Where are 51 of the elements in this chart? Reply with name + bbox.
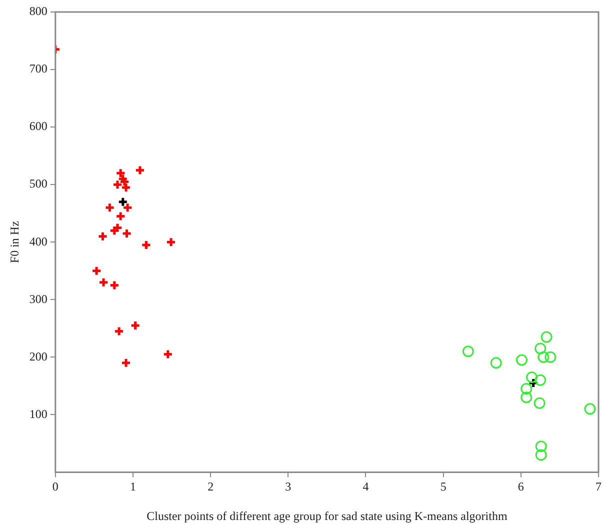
point bbox=[114, 326, 124, 337]
point bbox=[109, 225, 120, 236]
y-tick-label: 700 bbox=[29, 62, 48, 76]
x-tick-label: 1 bbox=[130, 480, 136, 494]
point bbox=[520, 392, 532, 404]
y-tick-label: 500 bbox=[29, 176, 48, 191]
x-tick-label: 3 bbox=[285, 480, 292, 494]
y-tick-label: 600 bbox=[29, 119, 48, 134]
point bbox=[91, 266, 102, 276]
point bbox=[535, 440, 547, 452]
point bbox=[462, 346, 474, 358]
x-axis-title: Cluster points of different age group for sad state using K-means algorithm bbox=[146, 508, 508, 523]
y-tick-label: 800 bbox=[29, 4, 48, 18]
point bbox=[535, 449, 547, 461]
point bbox=[134, 164, 146, 176]
point bbox=[140, 240, 152, 250]
point bbox=[526, 372, 538, 384]
point bbox=[584, 403, 596, 415]
y-tick-label: 300 bbox=[29, 292, 48, 306]
point bbox=[97, 231, 108, 242]
point bbox=[98, 277, 109, 288]
point bbox=[122, 228, 132, 239]
point bbox=[544, 351, 556, 363]
y-axis-title: F0 in Hz bbox=[7, 221, 22, 264]
point bbox=[538, 351, 550, 363]
point bbox=[490, 357, 502, 369]
point bbox=[166, 236, 176, 248]
point bbox=[540, 331, 552, 343]
point bbox=[520, 383, 532, 395]
y-tick-label: 100 bbox=[29, 406, 48, 421]
x-tick-label: 0 bbox=[52, 480, 58, 494]
point bbox=[534, 342, 546, 354]
point bbox=[115, 210, 126, 222]
point bbox=[534, 397, 546, 409]
point bbox=[122, 202, 133, 213]
point bbox=[112, 179, 123, 190]
x-tick-label: 4 bbox=[362, 480, 369, 494]
point bbox=[516, 354, 528, 366]
point bbox=[109, 280, 120, 290]
point bbox=[534, 374, 546, 386]
x-tick-label: 5 bbox=[440, 480, 446, 494]
point bbox=[104, 202, 115, 213]
point bbox=[162, 349, 174, 360]
y-tick-label: 200 bbox=[29, 349, 48, 364]
point bbox=[118, 196, 128, 208]
point bbox=[120, 358, 132, 368]
x-tick-label: 7 bbox=[596, 480, 602, 494]
point bbox=[130, 320, 141, 331]
y-tick-label: 400 bbox=[29, 234, 48, 248]
x-tick-label: 6 bbox=[518, 480, 524, 494]
x-tick-label: 2 bbox=[208, 480, 214, 494]
